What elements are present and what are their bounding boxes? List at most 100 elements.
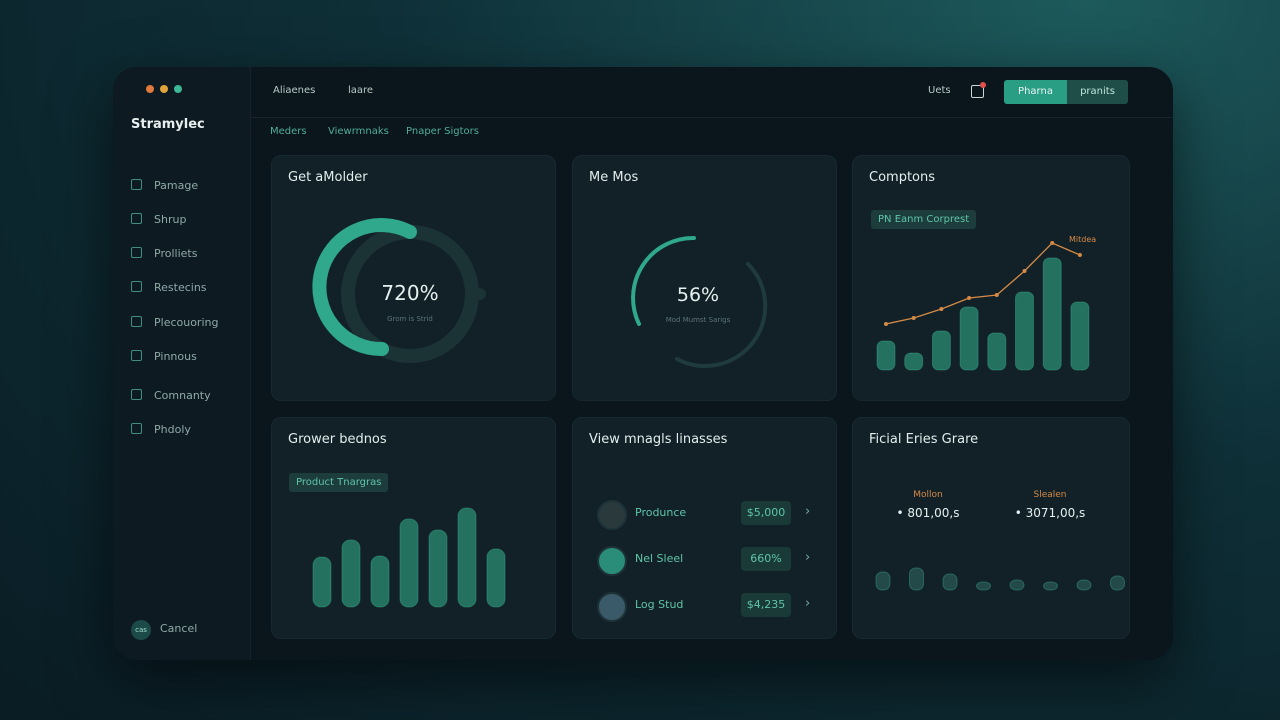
badge: Product Tnargras	[289, 473, 389, 492]
bar	[370, 555, 390, 608]
row-name: Nel Sleel	[635, 552, 684, 565]
stat-label: Mollon	[913, 490, 943, 500]
card: Grower bednos Product Tnargras	[271, 417, 556, 639]
sub-nav-link[interactable]: Meders	[270, 126, 307, 137]
gauge-label: 56%	[677, 284, 719, 306]
notify-dot	[980, 82, 986, 88]
trend-point	[967, 296, 972, 300]
bar	[341, 539, 361, 608]
bar	[1076, 579, 1092, 591]
gauge-arc	[312, 218, 417, 357]
row-value: $4,235	[741, 593, 791, 617]
nav-item[interactable]: Pinnous	[131, 350, 197, 363]
notify-icon	[971, 85, 984, 98]
bar	[876, 340, 896, 371]
nav-item[interactable]: Pamage	[131, 179, 198, 192]
footer-link[interactable]: Cancel	[160, 622, 198, 635]
row-name: Log Stud	[635, 598, 684, 611]
window-dot	[160, 85, 168, 93]
bar	[399, 518, 419, 608]
bar	[976, 581, 991, 591]
card-title: View mnagls linasses	[589, 432, 728, 447]
sub-nav-link[interactable]: Pnaper Sigtors	[406, 126, 479, 137]
trend-point	[911, 316, 916, 320]
trend-point	[1022, 269, 1027, 273]
nav-item[interactable]: Comnanty	[131, 389, 211, 402]
gauge-label: 720%	[381, 281, 438, 305]
bar	[1042, 257, 1062, 371]
card-chart: 56% Mod Mumst Sarigs	[631, 235, 768, 368]
badge: PN Eanm Corprest	[871, 210, 977, 229]
bar	[1015, 291, 1034, 371]
secondary-button[interactable]: pranits	[1067, 80, 1128, 104]
bar	[1070, 301, 1090, 371]
card-title: Me Mos	[589, 170, 639, 185]
topbar-divider	[250, 117, 1173, 118]
bar	[931, 330, 951, 371]
brand: Stramylec	[131, 117, 205, 132]
card: Comptons Mitdea PN Eanm Corprest	[852, 155, 1130, 401]
trend-point	[939, 307, 944, 311]
avatar	[597, 546, 627, 576]
nav-item[interactable]: Shrup	[131, 213, 186, 226]
card-chart: Mitdea	[876, 235, 1096, 371]
bar	[1043, 581, 1058, 591]
top-link[interactable]: laare	[348, 85, 374, 96]
primary-button[interactable]: Pharna	[1004, 80, 1067, 104]
footer-badge: cas	[131, 620, 151, 640]
gauge-knob	[474, 288, 486, 300]
bar	[987, 332, 1007, 371]
card-chart: 720% Grom is Strid	[312, 218, 486, 363]
stat-value: • 801,00,s	[896, 506, 960, 520]
bar	[1110, 575, 1125, 591]
card-title: Comptons	[869, 170, 936, 185]
trend-point	[884, 322, 888, 326]
row-value: 660%	[741, 547, 791, 571]
gauge-caption: Mod Mumst Sarigs	[666, 316, 731, 324]
bar	[875, 571, 891, 591]
bar	[1009, 579, 1025, 591]
card-chart	[312, 507, 506, 608]
row-value: $5,000	[741, 501, 791, 525]
row-name: Produnce	[635, 506, 687, 519]
row-chevron[interactable]: ›	[805, 550, 811, 565]
sub-nav-link[interactable]: Viewrmnaks	[328, 126, 389, 137]
nav-item[interactable]: Plecouoring	[131, 316, 218, 329]
bar	[959, 306, 979, 371]
window-dot	[146, 85, 154, 93]
gauge-caption: Grom is Strid	[387, 315, 433, 323]
nav-item[interactable]: Phdoly	[131, 423, 191, 436]
nav-item[interactable]: Restecins	[131, 281, 207, 294]
avatar	[597, 500, 627, 530]
stat-label: Slealen	[1033, 490, 1067, 500]
gauge-arc	[631, 235, 696, 326]
card: Get aMolder 720% Grom is Strid	[271, 155, 556, 401]
card-title: Ficial Eries Grare	[869, 432, 979, 447]
avatar	[597, 592, 627, 622]
row-chevron[interactable]: ›	[805, 596, 811, 611]
card-title: Grower bednos	[288, 432, 387, 447]
trend-point	[1050, 241, 1055, 245]
top-link[interactable]: Aliaenes	[273, 85, 316, 96]
card: Me Mos 56% Mod Mumst Sarigs	[572, 155, 837, 401]
window-dot	[174, 85, 182, 93]
bar	[428, 529, 448, 608]
card: Ficial Eries Grare Mollon • 801,00,s Sleale…	[852, 417, 1130, 639]
gauge-track	[675, 262, 768, 368]
card-chart	[875, 567, 1125, 591]
trend-point	[1077, 253, 1082, 257]
row-chevron[interactable]: ›	[805, 504, 811, 519]
nav-item[interactable]: Prolliets	[131, 247, 197, 260]
user[interactable]: Uets	[928, 85, 951, 96]
bar	[312, 556, 332, 608]
trend-line	[885, 242, 1081, 325]
bar	[909, 567, 924, 591]
stat-value: • 3071,00,s	[1014, 506, 1086, 520]
bar	[457, 507, 477, 608]
card-title: Get aMolder	[288, 170, 368, 185]
bar	[942, 573, 958, 591]
line-label: Mitdea	[1069, 235, 1096, 244]
card: View mnagls linasses Produnce $5,000 › Nel S…	[572, 417, 837, 639]
bar	[486, 548, 506, 608]
